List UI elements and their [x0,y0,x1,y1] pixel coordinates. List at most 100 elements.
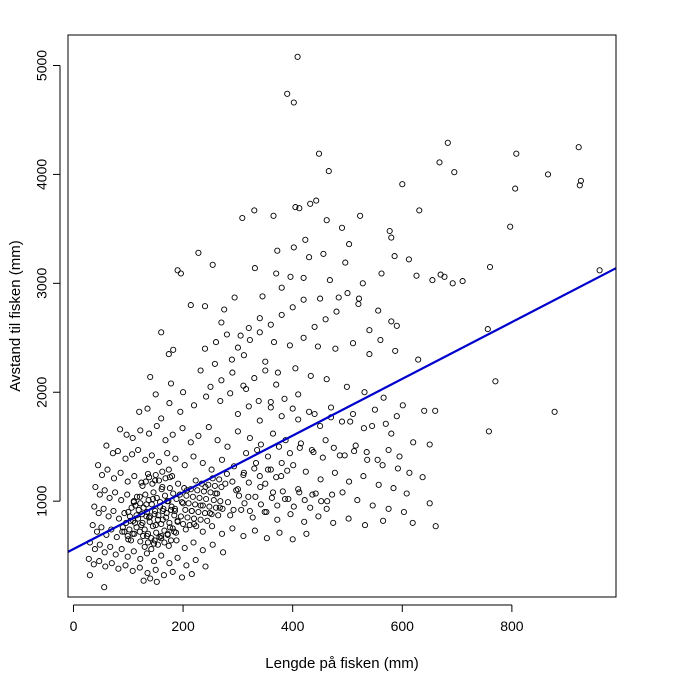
data-point [228,356,235,363]
data-point [235,492,243,499]
data-point [278,311,285,318]
data-point [143,513,150,520]
data-point [231,294,238,301]
data-point [394,465,401,472]
data-point [311,410,318,418]
data-point [274,247,281,254]
data-point [218,456,226,463]
data-point [323,376,330,383]
data-point [274,369,281,376]
data-point [238,506,245,513]
data-point [270,212,277,219]
data-point [388,234,395,241]
data-point [166,519,173,526]
data-point [136,408,143,415]
data-point [204,517,211,524]
data-point [199,502,206,509]
data-point [109,450,116,457]
data-point [341,452,348,459]
data-point [315,513,322,520]
y-tick-label: 3000 [34,268,50,299]
data-point [246,507,253,515]
data-point [436,159,443,166]
data-point [252,493,259,500]
data-point [301,497,308,504]
data-point [485,428,492,435]
data-point [144,569,151,577]
data-point [576,182,583,189]
data-point [192,501,199,508]
data-point [141,526,148,533]
data-point [267,321,274,328]
data-point [346,478,353,485]
data-point [123,431,130,438]
data-point [257,483,264,491]
data-point [429,277,436,284]
data-point [165,466,172,473]
data-point [421,407,428,414]
data-point [149,523,156,530]
data-point [124,478,131,485]
data-point [317,476,324,483]
data-point [241,500,248,507]
data-point [125,536,132,543]
data-point [146,518,153,525]
data-point [127,537,135,544]
data-point [207,383,214,390]
data-point [245,403,252,410]
data-point [110,507,117,515]
data-point [278,459,285,467]
data-point [200,488,207,495]
data-point [254,446,261,454]
data-point [217,498,224,505]
data-point [197,367,204,374]
data-point [390,485,397,492]
data-point [158,520,165,528]
data-point [375,307,382,314]
data-point [240,532,247,540]
data-point [385,446,392,454]
data-point [219,505,226,512]
data-point [151,511,158,518]
data-point [133,493,141,500]
data-point [183,492,190,499]
data-point [234,486,241,493]
data-point [399,181,406,188]
data-point [259,293,266,300]
data-point [292,204,299,211]
data-point [329,491,336,498]
data-point [167,506,175,513]
data-point [306,408,313,415]
data-point [386,227,393,235]
data-point [122,562,129,569]
data-point [86,572,93,579]
data-point [91,503,98,510]
data-point [95,462,102,469]
data-point [165,542,172,549]
data-point [118,497,125,504]
data-point [196,494,203,501]
data-point [209,523,216,530]
data-point [128,504,135,511]
data-point [185,500,192,507]
data-point [105,513,112,520]
data-point [318,498,325,505]
data-point [349,410,357,418]
data-point [190,402,198,409]
data-point [106,494,113,501]
data-point [216,504,223,511]
data-point [142,478,149,485]
data-point [155,477,163,484]
data-point [147,373,154,381]
data-point [221,306,228,313]
data-point [332,345,339,352]
data-point [388,318,395,325]
data-point [171,512,178,519]
data-point [237,332,244,339]
data-point [311,323,318,330]
data-point [103,442,110,449]
data-point [256,417,263,424]
data-point [153,578,160,585]
